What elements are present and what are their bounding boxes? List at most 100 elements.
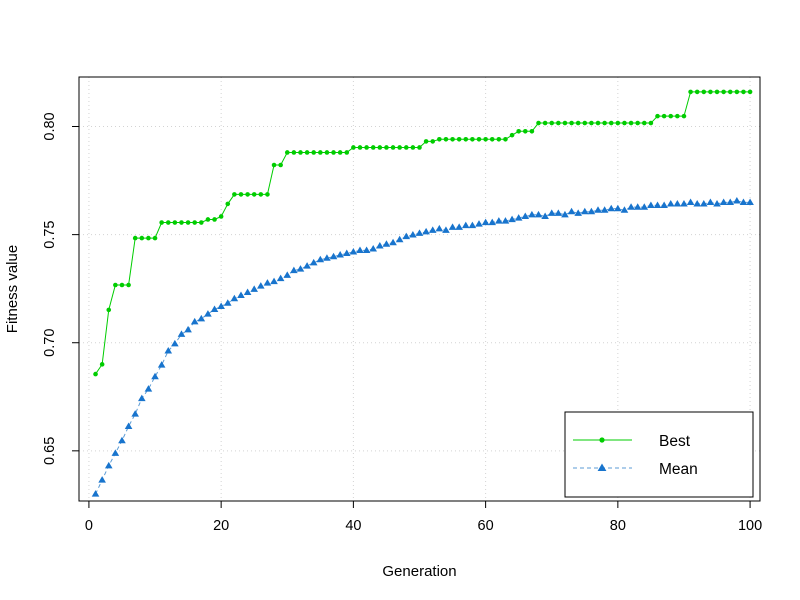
data-point-mean <box>104 461 113 469</box>
data-point-best <box>218 214 224 219</box>
data-point-best <box>159 220 164 225</box>
data-point-best <box>258 192 264 197</box>
data-point-mean <box>316 255 325 263</box>
data-point-best <box>238 192 244 197</box>
data-point-mean <box>243 288 252 295</box>
data-point-best <box>608 120 614 126</box>
series-layer <box>91 89 754 497</box>
data-point-best <box>443 136 449 142</box>
data-point-mean <box>223 299 232 306</box>
y-tick-label: 0.65 <box>42 437 58 465</box>
y-tick-label: 0.70 <box>42 329 58 357</box>
x-tick-label: 0 <box>85 518 93 534</box>
data-point-best <box>152 235 158 241</box>
data-point-best <box>384 145 389 150</box>
data-point-mean <box>475 220 483 227</box>
data-point-mean <box>171 339 179 347</box>
data-point-mean <box>91 490 100 497</box>
data-point-best <box>542 120 548 126</box>
data-point-mean <box>554 209 563 216</box>
data-point-best <box>694 89 700 95</box>
data-point-mean <box>633 203 642 210</box>
data-point-mean <box>739 198 748 206</box>
data-point-mean <box>395 235 404 243</box>
data-point-mean <box>680 200 688 207</box>
data-point-mean <box>521 212 530 220</box>
legend-box <box>564 411 754 498</box>
data-point-mean <box>111 449 120 456</box>
data-point-best <box>437 136 442 142</box>
y-axis-label: Fitness value <box>4 245 21 333</box>
data-point-best <box>562 120 568 126</box>
data-point-mean <box>600 206 609 213</box>
data-point-mean <box>296 265 305 272</box>
data-point-mean <box>323 254 331 261</box>
legend-best-marker <box>599 437 605 443</box>
data-point-best <box>536 120 541 126</box>
data-point-best <box>146 235 151 241</box>
data-point-best <box>331 150 336 155</box>
data-point-mean <box>713 200 721 207</box>
data-point-best <box>549 120 555 126</box>
data-point-mean <box>534 210 543 218</box>
data-point-best <box>569 120 574 126</box>
data-point-mean <box>746 198 754 206</box>
data-point-mean <box>561 210 569 218</box>
data-point-mean <box>184 325 192 333</box>
data-point-best <box>582 120 588 126</box>
y-tick-label: 0.75 <box>42 221 58 249</box>
data-point-mean <box>382 240 391 247</box>
data-point-mean <box>587 207 596 215</box>
data-point-best <box>225 201 231 207</box>
y-axis: 0.65 0.70 0.75 0.80 <box>42 112 79 465</box>
data-point-best <box>357 145 363 150</box>
data-point-mean <box>508 215 516 223</box>
data-point-best <box>139 235 145 241</box>
data-point-best <box>185 220 191 225</box>
data-point-mean <box>197 314 206 322</box>
x-tick-label: 40 <box>345 518 361 534</box>
data-point-mean <box>362 246 371 254</box>
data-point-mean <box>574 209 582 216</box>
data-point-best <box>575 120 581 126</box>
data-point-mean <box>309 258 318 266</box>
data-point-mean <box>329 252 338 260</box>
x-tick-label: 60 <box>478 518 494 534</box>
data-point-best <box>251 192 257 197</box>
data-point-mean <box>647 201 655 209</box>
data-point-best <box>688 89 693 95</box>
data-point-best <box>403 145 409 150</box>
data-point-mean <box>409 230 417 238</box>
data-point-best <box>132 235 138 241</box>
data-point-best <box>423 139 429 144</box>
data-point-mean <box>541 212 549 220</box>
data-point-mean <box>614 204 622 212</box>
data-point-best <box>351 145 356 150</box>
data-point-best <box>106 307 112 313</box>
data-point-best <box>99 362 105 367</box>
data-point-mean <box>567 207 576 215</box>
data-point-mean <box>580 207 589 215</box>
data-point-best <box>298 150 303 155</box>
data-point-mean <box>514 214 523 221</box>
legend: Best Mean <box>564 411 754 498</box>
data-point-best <box>284 150 290 155</box>
data-point-mean <box>303 262 311 269</box>
data-point-best <box>622 120 627 126</box>
data-point-best <box>602 120 607 126</box>
data-point-mean <box>495 217 503 224</box>
data-point-best <box>628 120 634 126</box>
x-axis-label: Generation <box>382 563 456 580</box>
data-point-mean <box>230 294 239 302</box>
data-point-best <box>278 162 283 168</box>
data-point-best <box>377 145 383 150</box>
data-point-best <box>496 136 502 142</box>
data-point-best <box>93 371 98 377</box>
data-point-best <box>529 128 535 134</box>
data-point-best <box>397 145 402 150</box>
data-point-best <box>675 113 680 119</box>
data-point-mean <box>594 206 602 213</box>
x-axis: 0 20 40 60 80 100 <box>85 501 762 534</box>
data-point-mean <box>376 241 384 249</box>
data-point-mean <box>369 244 378 252</box>
